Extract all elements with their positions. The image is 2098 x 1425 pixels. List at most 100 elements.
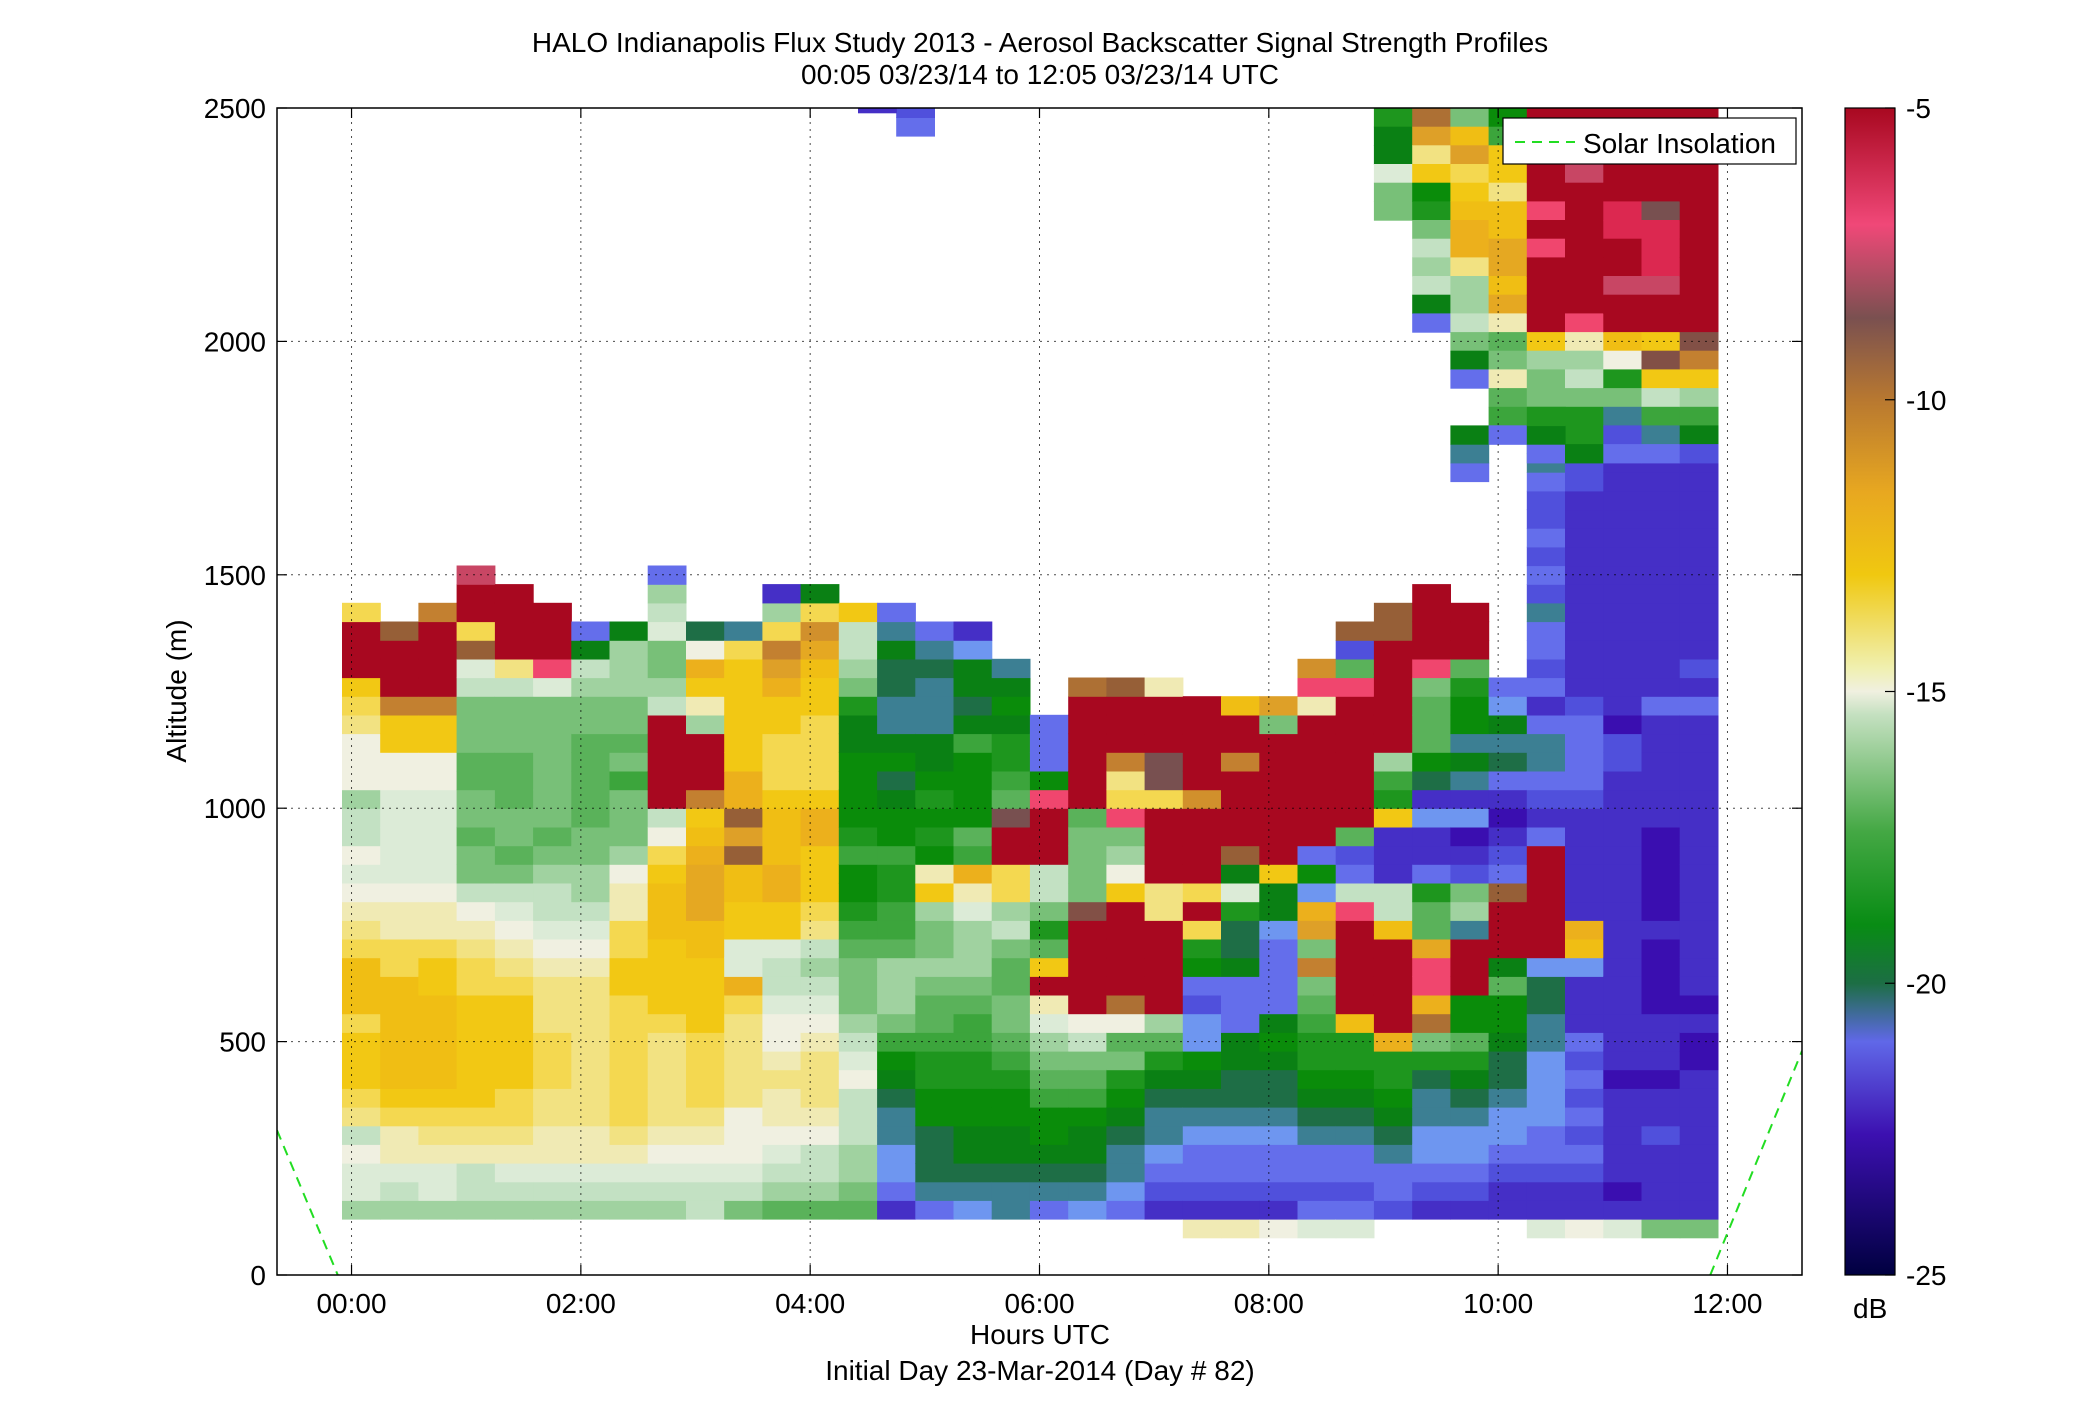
heatmap-cell [1412,1107,1451,1127]
heatmap-cell [915,826,955,847]
heatmap-cell [1641,425,1681,445]
heatmap-cell [1144,920,1184,940]
heatmap-cell [418,882,458,903]
heatmap-cell [1488,1125,1528,1145]
heatmap-cell [1526,1069,1566,1089]
heatmap-cell [1603,294,1643,314]
heatmap-cell [1526,472,1566,492]
heatmap-cell [762,957,802,977]
heatmap-cell [1488,1069,1528,1089]
heatmap-cell [1029,1181,1069,1201]
heatmap-cell [991,845,1031,865]
heatmap-cell [877,1069,916,1089]
heatmap-cell [1106,957,1146,977]
heatmap-cell [838,845,878,865]
heatmap-cell [1106,1200,1146,1220]
heatmap-cell [991,976,1031,996]
heatmap-cell [1412,920,1451,940]
heatmap-cell [571,1144,611,1164]
heatmap-cell [1297,789,1337,809]
heatmap-cell [1603,164,1643,184]
heatmap-cell [1565,220,1604,240]
heatmap-cell [1335,733,1375,753]
heatmap-cell [1679,714,1719,735]
heatmap-cell [571,957,611,977]
heatmap-cell [1603,882,1643,903]
heatmap-cell [1641,220,1681,240]
heatmap-cell [571,1032,611,1052]
heatmap-cell [1565,472,1604,492]
heatmap-cell [1641,1181,1681,1201]
heatmap-cell [877,1163,916,1183]
heatmap-cell [1450,640,1490,660]
heatmap-cell [1029,752,1069,772]
heatmap-cell [1450,808,1490,828]
heatmap-cell [609,826,649,847]
heatmap-cell [724,808,763,828]
heatmap-cell [1679,640,1719,660]
heatmap-cell [838,1050,878,1071]
heatmap-cell [724,1050,763,1071]
heatmap-cell [1221,976,1260,996]
heatmap-cell [1488,388,1528,408]
heatmap-cell [609,733,649,753]
heatmap-cell [1373,845,1413,865]
heatmap-cell [724,677,763,697]
heatmap-cell [1679,1163,1719,1183]
heatmap-cell [800,696,840,716]
heatmap-cell [1068,1200,1107,1220]
heatmap-cell [991,994,1031,1015]
heatmap-cell [609,1181,649,1201]
heatmap-cell [896,108,935,118]
heatmap-cell [1068,901,1107,921]
heatmap-cell [609,677,649,697]
heatmap-cell [915,752,955,772]
heatmap-cell [1488,406,1528,427]
heatmap-cell [1679,546,1719,567]
heatmap-cell [1297,1144,1337,1164]
heatmap-cell [533,864,572,884]
heatmap-cell [1679,938,1719,959]
heatmap-cell [724,994,763,1015]
heatmap-cell [800,733,840,753]
heatmap-cell [418,938,458,959]
heatmap-cell [494,1032,534,1052]
heatmap-cell [1144,976,1184,996]
heatmap-cell [342,845,381,865]
heatmap-cell [838,1181,878,1201]
heatmap-cell [1068,938,1107,959]
heatmap-cell [1106,901,1146,921]
heatmap-cell [1526,994,1566,1015]
heatmap-cell [1221,1088,1260,1108]
heatmap-cell [1450,220,1490,240]
heatmap-cell [1450,677,1490,697]
heatmap-cell [1565,406,1604,427]
heatmap-cell [1603,276,1643,296]
heatmap-cell [1488,1181,1528,1201]
heatmap-cell [494,1181,534,1201]
heatmap-cell [838,920,878,940]
heatmap-cell [418,1144,458,1164]
heatmap-cell [1679,313,1719,333]
heatmap-cell [1182,882,1222,903]
heatmap-cell [494,1088,534,1108]
heatmap-cell [1297,733,1337,753]
heatmap-cell [1488,1200,1528,1220]
heatmap-cell [1106,696,1146,716]
heatmap-cell [1412,1050,1451,1071]
heatmap-cell [1603,1013,1643,1033]
heatmap-cell [647,696,687,716]
heatmap-cell [1641,1219,1681,1239]
heatmap-cell [1603,901,1643,921]
heatmap-cell [494,808,534,828]
heatmap-cell [1068,752,1107,772]
heatmap-cell [686,621,725,641]
heatmap-cell [1679,1013,1719,1033]
heatmap-cell [533,920,572,940]
heatmap-cell [456,658,496,679]
heatmap-cell [1565,164,1604,184]
heatmap-cell [647,733,687,753]
heatmap-cell [380,1125,419,1145]
heatmap-cell [1373,770,1413,791]
heatmap-cell [762,584,802,604]
